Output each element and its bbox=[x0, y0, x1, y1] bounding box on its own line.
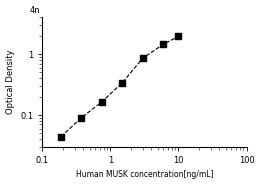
Y-axis label: Optical Density: Optical Density bbox=[5, 50, 15, 114]
Point bbox=[100, 100, 104, 103]
Point bbox=[141, 57, 145, 60]
Point bbox=[59, 135, 63, 138]
Point bbox=[161, 43, 165, 46]
Text: 4n: 4n bbox=[30, 6, 40, 15]
Point bbox=[79, 116, 83, 119]
X-axis label: Human MUSK concentration[ng/mL]: Human MUSK concentration[ng/mL] bbox=[76, 170, 213, 179]
Point bbox=[120, 81, 125, 84]
Point bbox=[176, 35, 180, 38]
